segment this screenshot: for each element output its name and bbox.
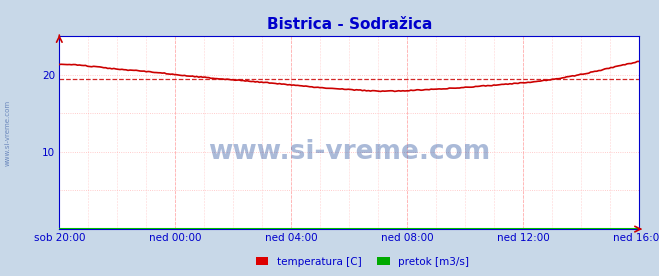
Legend: temperatura [C], pretok [m3/s]: temperatura [C], pretok [m3/s] (252, 253, 473, 271)
Title: Bistrica - Sodražica: Bistrica - Sodražica (267, 17, 432, 32)
Text: www.si-vreme.com: www.si-vreme.com (208, 139, 490, 165)
Text: www.si-vreme.com: www.si-vreme.com (5, 99, 11, 166)
